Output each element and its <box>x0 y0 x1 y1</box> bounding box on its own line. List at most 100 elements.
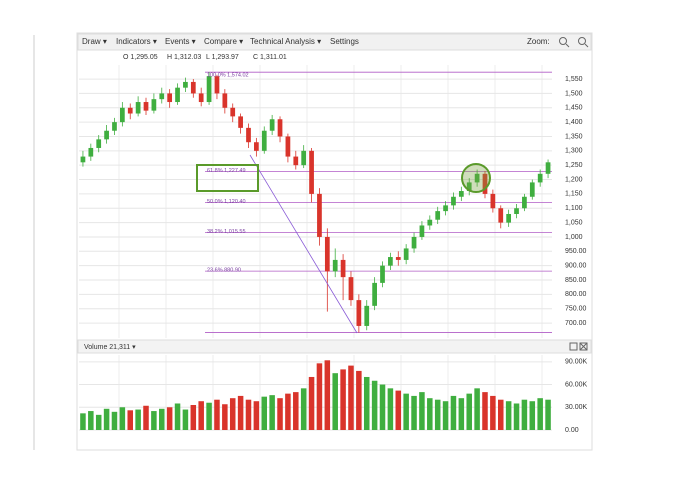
volume-bar <box>253 401 260 430</box>
volume-bar <box>182 409 189 430</box>
volume-bar <box>214 399 220 430</box>
candle-body <box>151 99 157 111</box>
candle-body <box>514 208 519 214</box>
volume-tick-label: 60.00K <box>565 381 588 388</box>
volume-bar <box>521 399 528 430</box>
menu-item[interactable]: Indicators ▾ <box>116 37 157 46</box>
volume-bar <box>356 370 362 430</box>
zoom-label: Zoom: <box>527 37 550 46</box>
candle-body <box>372 282 377 306</box>
ohlc-value: L 1,293.97 <box>206 54 239 61</box>
volume-bar <box>490 395 496 430</box>
volume-bar <box>237 395 244 430</box>
fib-label: 50.0% 1,120.40 <box>207 199 246 205</box>
candle-body <box>443 205 448 212</box>
y-tick-label: 750.00 <box>565 306 587 313</box>
candle-body <box>301 150 307 166</box>
volume-bar <box>206 402 212 430</box>
volume-bar <box>269 395 275 430</box>
pane-close[interactable] <box>579 342 588 351</box>
volume-bar <box>379 384 386 430</box>
volume-bar <box>174 403 181 430</box>
volume-bar <box>545 399 551 430</box>
fib-label: 61.8% 1,227.49 <box>207 168 246 174</box>
candle-body <box>395 257 401 260</box>
volume-tick-label: 30.00K <box>565 404 588 411</box>
volume-bar <box>497 399 504 430</box>
candle-body <box>127 107 133 114</box>
candle-body <box>545 162 551 174</box>
candle-body <box>482 173 488 194</box>
ohlc-value: O 1,295.05 <box>123 54 158 61</box>
ohlc-value: H 1,312.03 <box>167 54 201 61</box>
candle-body <box>522 196 527 209</box>
candle-body <box>104 130 109 140</box>
volume-bar <box>442 401 449 430</box>
candle-body <box>261 130 267 151</box>
candle-body <box>537 173 543 183</box>
candle-body <box>324 236 330 272</box>
volume-bar <box>222 404 228 430</box>
zoom-out[interactable] <box>578 37 589 48</box>
candle-body <box>458 191 464 197</box>
volume-bar <box>119 407 126 430</box>
candle-body <box>474 173 480 183</box>
chart-frame <box>76 32 593 451</box>
menu-item[interactable]: Settings <box>330 37 359 46</box>
candle-body <box>498 208 504 223</box>
menu-item[interactable]: Technical Analysis ▾ <box>250 37 321 46</box>
y-tick-label: 1,500 <box>565 90 583 97</box>
volume-bar <box>300 388 307 430</box>
candle-body <box>198 93 204 103</box>
candle-body <box>388 257 393 266</box>
volume-bar <box>143 405 149 430</box>
y-tick-label: 1,300 <box>565 148 583 155</box>
zoom-in[interactable] <box>559 37 570 48</box>
volume-bar <box>387 388 394 430</box>
candle-body <box>254 142 259 151</box>
candle-body <box>119 107 125 123</box>
ohlc-value: C 1,311.01 <box>253 54 287 61</box>
volume-bar <box>371 380 378 430</box>
volume-bar <box>166 407 173 430</box>
highlight-circle <box>461 163 491 193</box>
candle-body <box>88 147 94 157</box>
volume-bar <box>285 393 291 430</box>
volume-bar <box>95 414 102 430</box>
menu-item[interactable]: Draw ▾ <box>82 37 107 46</box>
candle-body <box>135 102 141 114</box>
grid <box>79 65 552 431</box>
volume-bar <box>419 392 425 430</box>
volume-bar <box>245 399 252 430</box>
candle-body <box>364 305 370 326</box>
menu-item[interactable]: Events ▾ <box>165 37 196 46</box>
volume-bar <box>332 373 338 430</box>
menu-item[interactable]: Compare ▾ <box>204 37 243 46</box>
pane-maximize[interactable] <box>569 342 578 351</box>
y-tick-label: 800.00 <box>565 291 587 298</box>
volume-bar <box>127 410 134 430</box>
y-tick-label: 1,200 <box>565 176 583 183</box>
volume-bar <box>403 393 409 430</box>
volume-bar <box>427 398 433 430</box>
candle-body <box>175 87 180 103</box>
volume-bar <box>308 376 315 430</box>
y-tick-label: 950.00 <box>565 248 587 255</box>
volume-tick-label: 0.00 <box>565 427 579 434</box>
y-tick-label: 1,000 <box>565 234 583 241</box>
candle-body <box>317 193 322 237</box>
volume-bar <box>88 411 94 430</box>
volume-bar <box>434 399 441 430</box>
volume-label[interactable]: Volume 21,311 ▾ <box>84 344 136 351</box>
candle-body <box>293 156 299 166</box>
volume-bar <box>537 398 543 430</box>
candle-body <box>285 136 291 157</box>
candle-body <box>222 93 228 108</box>
candle-body <box>332 259 338 272</box>
volume-bar <box>316 363 323 430</box>
volume-bar <box>80 413 86 430</box>
candle-body <box>309 150 314 194</box>
candle-body <box>466 182 472 192</box>
candle-body <box>112 122 117 131</box>
